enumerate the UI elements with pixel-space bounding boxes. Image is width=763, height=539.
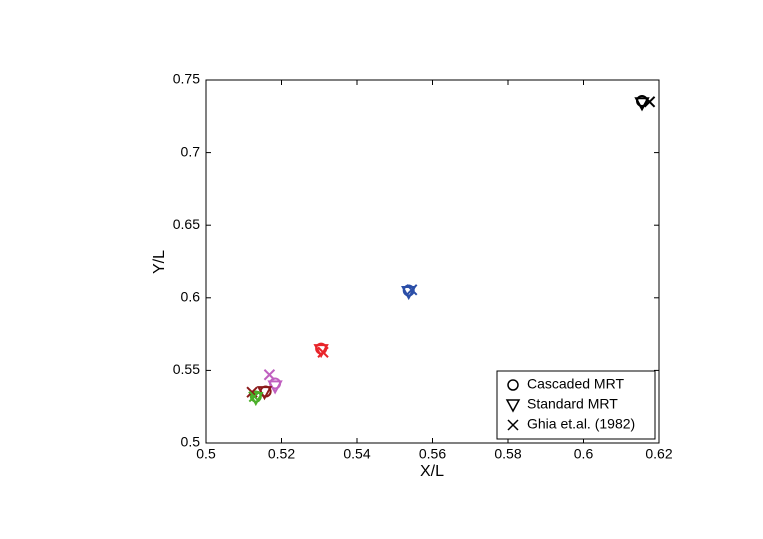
legend-marker <box>505 399 521 413</box>
legend-marker <box>507 419 519 431</box>
x-tick-label: 0.58 <box>494 446 521 462</box>
y-tick-label: 0.5 <box>181 434 201 450</box>
legend-label: Cascaded MRT <box>527 376 624 392</box>
x-axis-label: X/L <box>420 463 444 480</box>
scatter-point <box>267 380 283 395</box>
y-tick-label: 0.55 <box>173 361 200 377</box>
scatter-point <box>263 369 276 381</box>
legend-marker <box>507 379 519 391</box>
x-tick-label: 0.52 <box>268 446 295 462</box>
y-tick-label: 0.7 <box>181 143 201 159</box>
y-tick-label: 0.6 <box>181 289 201 305</box>
x-tick-label: 0.6 <box>574 446 594 462</box>
y-tick-label: 0.65 <box>173 216 200 232</box>
legend-box <box>496 370 656 440</box>
scatter-point <box>406 284 418 296</box>
legend-label: Standard MRT <box>527 396 618 412</box>
scatter-point <box>634 97 650 112</box>
x-tick-label: 0.54 <box>343 446 370 462</box>
scatter-point <box>643 96 656 108</box>
y-axis-label: Y/L <box>151 250 168 274</box>
x-tick-label: 0.62 <box>645 446 672 462</box>
scatter-point <box>248 390 261 403</box>
x-tick-label: 0.5 <box>196 446 216 462</box>
y-tick-label: 0.75 <box>173 71 200 87</box>
scatter-point <box>317 346 329 358</box>
x-tick-label: 0.56 <box>419 446 446 462</box>
legend-label: Ghia et.al. (1982) <box>527 416 635 432</box>
